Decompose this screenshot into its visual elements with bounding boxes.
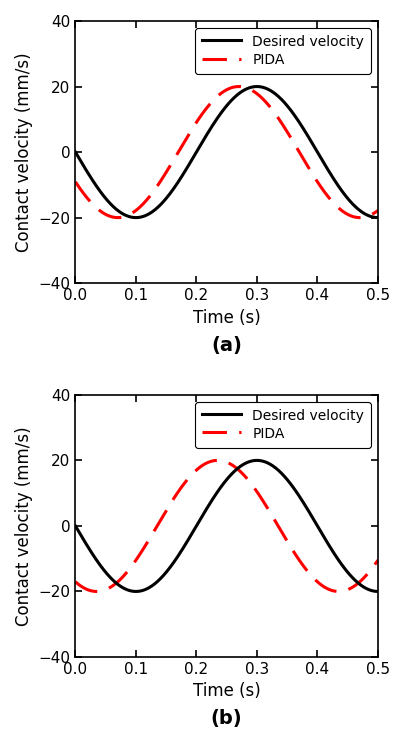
PIDA (370, 564, 375, 573)
PIDA (94, 587, 99, 596)
PIDA (189, 126, 194, 134)
Desired velocity (375, 587, 380, 596)
Desired velocity (337, 183, 342, 192)
X-axis label: Time (s): Time (s) (193, 308, 260, 326)
Y-axis label: Contact velocity (mm/s): Contact velocity (mm/s) (15, 426, 33, 626)
Line: Desired velocity: Desired velocity (75, 461, 378, 591)
Desired velocity (126, 212, 130, 221)
Desired velocity (375, 213, 380, 222)
Desired velocity (337, 557, 342, 566)
Desired velocity (254, 456, 259, 465)
PIDA (202, 460, 207, 469)
PIDA (375, 206, 380, 215)
PIDA (375, 556, 380, 565)
Line: PIDA: PIDA (75, 86, 378, 218)
PIDA (357, 213, 362, 222)
Desired velocity (370, 212, 375, 221)
Desired velocity (370, 586, 375, 595)
Desired velocity (73, 148, 78, 157)
PIDA (126, 211, 130, 220)
Desired velocity (202, 134, 207, 143)
PIDA (189, 470, 194, 479)
Legend: Desired velocity, PIDA: Desired velocity, PIDA (195, 28, 371, 74)
Text: (a): (a) (211, 336, 242, 354)
PIDA (370, 210, 375, 218)
X-axis label: Time (s): Time (s) (193, 682, 260, 701)
PIDA (236, 82, 241, 91)
Line: Desired velocity: Desired velocity (75, 86, 378, 218)
Line: PIDA: PIDA (75, 461, 378, 591)
PIDA (215, 456, 220, 465)
PIDA (337, 204, 342, 213)
Desired velocity (107, 573, 112, 582)
PIDA (126, 566, 130, 575)
Desired velocity (189, 530, 194, 539)
PIDA (73, 577, 78, 586)
Desired velocity (254, 82, 259, 91)
PIDA (337, 587, 342, 596)
Desired velocity (126, 585, 130, 594)
Desired velocity (107, 199, 112, 208)
PIDA (107, 212, 112, 221)
Text: (b): (b) (211, 710, 243, 728)
Desired velocity (202, 507, 207, 516)
Desired velocity (73, 522, 78, 531)
Desired velocity (189, 156, 194, 165)
Y-axis label: Contact velocity (mm/s): Contact velocity (mm/s) (15, 52, 33, 252)
PIDA (108, 583, 113, 592)
Legend: Desired velocity, PIDA: Desired velocity, PIDA (195, 402, 371, 448)
PIDA (202, 106, 207, 115)
PIDA (73, 178, 78, 186)
